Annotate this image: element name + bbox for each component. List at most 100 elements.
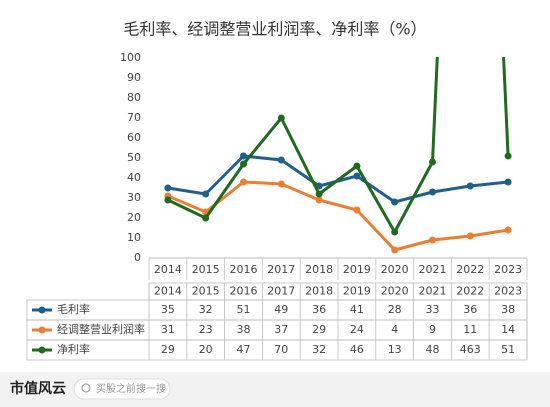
x-tick-label: 2014 [154, 263, 182, 276]
y-tick-label: 60 [127, 131, 141, 144]
point [353, 172, 361, 180]
point [504, 226, 512, 234]
y-tick-label: 10 [127, 231, 141, 244]
table-value: 51 [501, 343, 515, 356]
table-value: 48 [426, 343, 440, 356]
x-tick-label: 2023 [494, 263, 522, 276]
legend-label: 毛利率 [57, 302, 90, 316]
legend-label: 净利率 [57, 342, 90, 356]
chart-title: 毛利率、经调整营业利润率、净利率（%） [123, 20, 426, 39]
x-tick-label: 2021 [419, 263, 447, 276]
point [202, 214, 210, 222]
point [277, 180, 285, 188]
table-header: 2020 [381, 285, 409, 298]
table-value: 24 [350, 323, 364, 336]
y-tick-label: 40 [127, 171, 141, 184]
table-value: 14 [501, 323, 515, 336]
point [315, 196, 323, 204]
search-placeholder: 买股之前搜一搜 [96, 382, 166, 395]
y-tick-label: 70 [127, 111, 141, 124]
x-tick-label: 2017 [267, 263, 295, 276]
point [429, 236, 436, 244]
search-icon [81, 383, 91, 393]
y-tick-label: 20 [127, 211, 141, 224]
y-tick-label: 100 [120, 51, 141, 64]
point [240, 160, 247, 168]
point [164, 196, 172, 204]
legend-marker [38, 306, 46, 314]
table-value: 70 [274, 343, 288, 356]
point [164, 184, 172, 192]
table-value: 32 [312, 343, 326, 356]
point [277, 114, 285, 122]
table-header: 2014 [154, 285, 182, 298]
table-value: 463 [460, 343, 481, 356]
table-value: 11 [463, 323, 477, 336]
point [353, 206, 361, 214]
table-header: 2017 [267, 285, 295, 298]
point [353, 162, 361, 170]
table-value: 41 [350, 303, 364, 316]
point [504, 178, 512, 186]
y-tick-label: 30 [127, 191, 141, 204]
table-value: 29 [312, 323, 326, 336]
table-value: 31 [161, 323, 175, 336]
table-header: 2015 [192, 285, 220, 298]
logo: 市值风云 [10, 380, 66, 397]
table-value: 20 [199, 343, 213, 356]
table-value: 9 [429, 323, 436, 336]
point [240, 152, 247, 160]
table-value: 38 [237, 323, 251, 336]
table-header: 2022 [456, 285, 484, 298]
table-header: 2018 [305, 285, 333, 298]
table-value: 33 [426, 303, 440, 316]
table-value: 38 [501, 303, 515, 316]
x-tick-label: 2016 [230, 263, 258, 276]
legend-marker [38, 346, 46, 354]
table-value: 47 [237, 343, 251, 356]
y-tick-label: 0 [134, 251, 141, 264]
table-header: 2021 [419, 285, 447, 298]
table-value: 23 [199, 323, 213, 336]
legend-marker [38, 326, 46, 334]
table-value: 51 [237, 303, 251, 316]
table-value: 28 [388, 303, 402, 316]
x-tick-label: 2018 [305, 263, 333, 276]
point [391, 246, 399, 254]
table-value: 46 [350, 343, 364, 356]
point [315, 190, 323, 198]
y-tick-label: 90 [127, 71, 141, 84]
table-header: 2016 [230, 285, 258, 298]
point [466, 182, 474, 190]
table-value: 32 [199, 303, 213, 316]
point [391, 198, 399, 206]
table-header: 2019 [343, 285, 371, 298]
table-value: 29 [161, 343, 175, 356]
point [391, 228, 399, 236]
point [429, 158, 436, 166]
table-value: 4 [391, 323, 398, 336]
point [429, 188, 436, 196]
plot-area [164, 57, 512, 254]
y-tick-label: 50 [127, 151, 141, 164]
table-header: 2023 [494, 285, 522, 298]
point [202, 190, 210, 198]
table-value: 36 [463, 303, 477, 316]
x-tick-label: 2020 [381, 263, 409, 276]
legend-label: 经调整营业利润率 [57, 322, 145, 336]
x-tick-label: 2022 [456, 263, 484, 276]
point [277, 156, 285, 164]
table-value: 36 [312, 303, 326, 316]
table-value: 49 [274, 303, 288, 316]
point [504, 152, 512, 160]
series-line [167, 57, 510, 234]
search-box[interactable] [73, 378, 171, 400]
series-line [167, 180, 509, 252]
point [466, 232, 474, 240]
table-value: 35 [161, 303, 175, 316]
x-tick-label: 2015 [192, 263, 220, 276]
x-tick-label: 2019 [343, 263, 371, 276]
table-value: 13 [388, 343, 402, 356]
table-value: 37 [274, 323, 288, 336]
